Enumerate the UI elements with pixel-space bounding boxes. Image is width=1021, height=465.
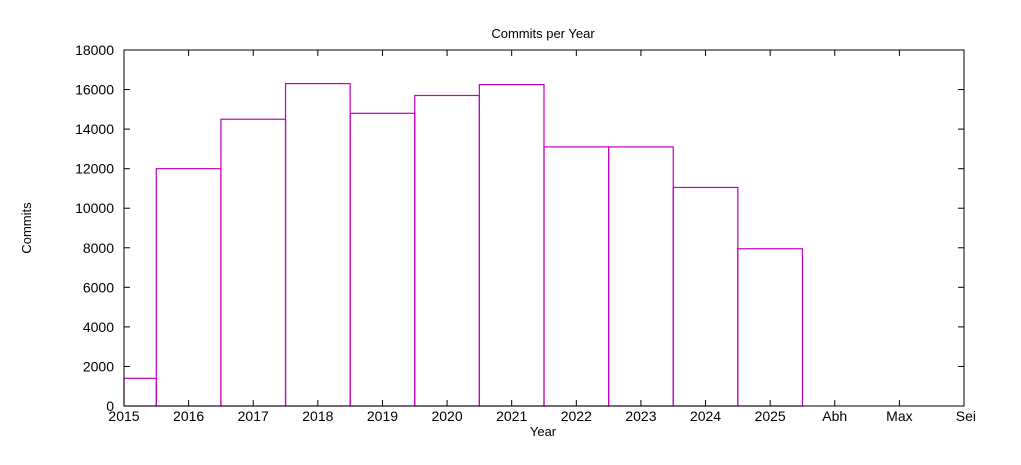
bar-2015 [123, 377, 157, 407]
y-tick-label: 12000 [75, 161, 114, 177]
y-tick-label: 14000 [75, 121, 114, 137]
y-axis-label: Commits [19, 202, 34, 254]
bars-group [123, 83, 804, 407]
x-tick-label: 2025 [755, 408, 786, 424]
bar-2018 [284, 83, 351, 407]
bar-2019 [349, 112, 416, 407]
x-tick-label: 2018 [302, 408, 333, 424]
y-tick-label: 10000 [75, 200, 114, 216]
bar-2022 [543, 146, 610, 407]
x-tick-label: 2019 [367, 408, 398, 424]
bar-2021 [478, 84, 545, 407]
bar-2016 [155, 168, 222, 407]
y-axis-ticks: 0 2000 4000 6000 8000 10000 12000 14000 16000 180… [75, 42, 964, 414]
x-tick-label: 2022 [561, 408, 592, 424]
bar-2024 [672, 186, 739, 407]
x-tick-label: 2017 [238, 408, 269, 424]
plot-frame [123, 49, 965, 407]
x-tick-label: Sei [956, 408, 976, 424]
x-tick-label: Max [886, 408, 912, 424]
bar-2023 [608, 146, 674, 407]
x-tick-label: 2023 [625, 408, 656, 424]
y-tick-label: 16000 [75, 82, 114, 98]
x-axis-ticks: 2015 2016 2017 2018 2019 2020 2021 2022 2023 2024… [108, 50, 976, 424]
y-tick-label: 6000 [83, 279, 114, 295]
bar-2020 [414, 94, 480, 407]
chart-title: Commits per Year [491, 26, 595, 41]
bar-2017 [220, 118, 287, 407]
y-tick-label: 2000 [83, 358, 114, 374]
x-tick-label: Abh [822, 408, 847, 424]
y-tick-label: 8000 [83, 240, 114, 256]
y-tick-label: 18000 [75, 42, 114, 58]
x-tick-label: 2016 [173, 408, 204, 424]
x-axis-label: Year [530, 424, 557, 439]
y-tick-label: 0 [106, 398, 114, 414]
bar-2025 [737, 248, 804, 407]
x-tick-label: 2024 [690, 408, 721, 424]
y-tick-label: 4000 [83, 319, 114, 335]
x-tick-label: 2015 [108, 408, 139, 424]
x-tick-label: 2021 [496, 408, 527, 424]
x-tick-label: 2020 [431, 408, 462, 424]
